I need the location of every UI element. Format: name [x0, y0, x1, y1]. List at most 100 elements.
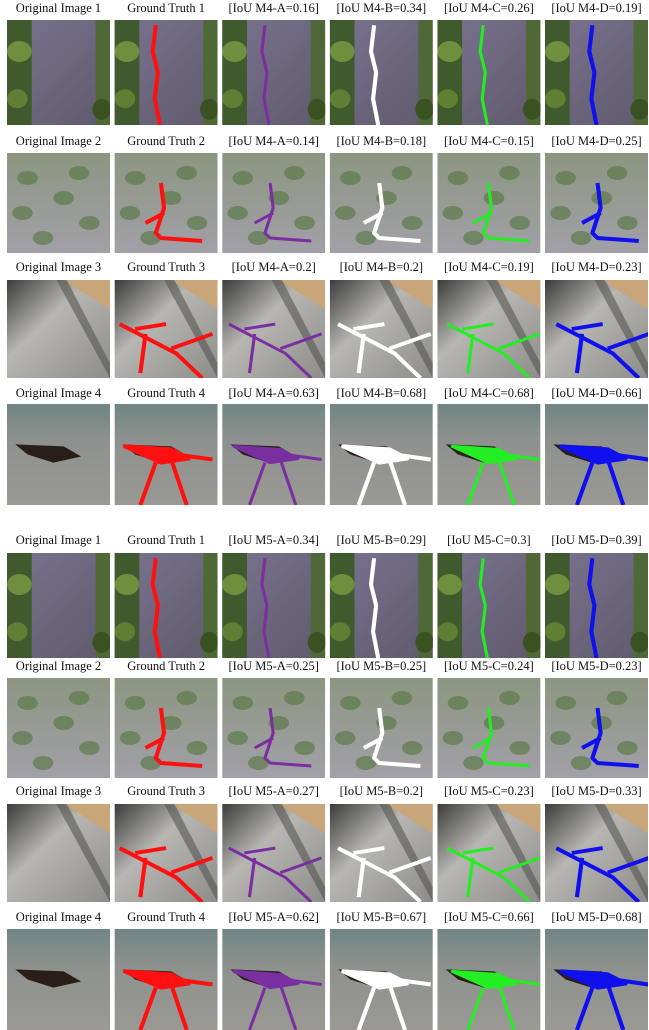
caption: Original Image 4: [16, 386, 102, 400]
grass: [571, 756, 592, 770]
grass: [510, 741, 531, 755]
image-panel: [222, 678, 325, 778]
grass: [284, 691, 305, 705]
foliage: [7, 41, 32, 62]
grass: [555, 696, 576, 710]
grass: [125, 696, 146, 710]
foliage: [222, 553, 247, 658]
grass: [340, 696, 361, 710]
foliage: [437, 41, 462, 62]
foliage: [437, 622, 458, 641]
image-panel: [115, 804, 218, 902]
caption: Ground Truth 2: [127, 659, 205, 673]
grass: [392, 166, 413, 180]
caption: [IoU M5-D=0.68]: [551, 910, 641, 924]
image-panel: [545, 929, 649, 1030]
foliage: [330, 574, 355, 595]
image-panel: [545, 553, 649, 658]
caption: [IoU M4-A=0.2]: [232, 260, 316, 274]
caption: [IoU M5-A=0.25]: [229, 659, 319, 673]
grass: [550, 206, 571, 220]
image-panel: [437, 678, 540, 778]
foliage: [437, 553, 462, 658]
caption: [IoU M5-A=0.62]: [229, 910, 319, 924]
caption: [IoU M4-C=0.19]: [444, 260, 534, 274]
foliage: [437, 20, 462, 125]
foliage: [222, 20, 247, 125]
grass: [617, 741, 638, 755]
foliage: [115, 89, 136, 108]
grass: [17, 696, 38, 710]
foliage: [523, 99, 542, 120]
image-panel: [115, 280, 218, 378]
foliage: [330, 89, 351, 108]
caption: Original Image 1: [16, 1, 101, 15]
caption: [IoU M4-A=0.14]: [229, 134, 319, 148]
image-panel: [115, 553, 219, 658]
image-panel: [115, 404, 218, 505]
caption: Original Image 2: [16, 659, 101, 673]
grass: [294, 216, 315, 230]
image-panel: [7, 404, 110, 505]
image-panel: [7, 678, 110, 778]
foliage: [545, 622, 566, 641]
caption: [IoU M4-B=0.68]: [336, 386, 426, 400]
foliage: [523, 632, 542, 653]
caption: [IoU M5-B=0.67]: [336, 910, 426, 924]
image-panel: [7, 804, 110, 902]
grass: [550, 731, 571, 745]
caption: Ground Truth 1: [127, 533, 205, 547]
grass: [120, 731, 141, 745]
foliage: [415, 99, 434, 120]
grass: [79, 216, 100, 230]
foliage: [7, 553, 32, 658]
foliage: [330, 622, 351, 641]
image-panel: [7, 553, 111, 658]
foliage: [308, 632, 327, 653]
image-panel: [330, 280, 433, 378]
foliage: [115, 20, 140, 125]
grass: [402, 216, 423, 230]
image-panel: [222, 153, 325, 253]
caption: [IoU M5-D=0.39]: [551, 533, 641, 547]
caption: [IoU M4-C=0.26]: [444, 1, 534, 15]
caption: Original Image 3: [16, 260, 101, 274]
foliage: [545, 89, 566, 108]
grass: [484, 716, 505, 730]
image-panel: [437, 20, 541, 125]
foliage: [330, 20, 355, 125]
caption: Original Image 1: [16, 533, 101, 547]
caption: Original Image 2: [16, 134, 101, 148]
image-panel: [330, 404, 433, 505]
caption: [IoU M5-C=0.3]: [447, 533, 530, 547]
caption: Original Image 3: [16, 784, 101, 798]
image-panel: [330, 153, 433, 253]
caption: [IoU M4-C=0.68]: [444, 386, 534, 400]
caption: [IoU M5-D=0.23]: [551, 659, 641, 673]
grass: [33, 756, 54, 770]
foliage: [630, 632, 649, 653]
caption: [IoU M4-D=0.66]: [551, 386, 641, 400]
grass: [340, 171, 361, 185]
image-panel: [115, 678, 218, 778]
image-panel: [545, 804, 649, 902]
image-panel: [222, 20, 326, 125]
grass: [448, 171, 469, 185]
image-panel: [7, 280, 110, 378]
grass: [510, 216, 531, 230]
caption: [IoU M5-B=0.2]: [340, 784, 423, 798]
image-panel: [115, 929, 218, 1030]
foliage: [7, 20, 32, 125]
grass: [53, 191, 74, 205]
figure: Original Image 1 Ground Truth 1 [IoU M4-A=…: [0, 0, 649, 1030]
foliage: [7, 89, 28, 108]
grass: [463, 231, 484, 245]
caption: [IoU M4-D=0.23]: [551, 260, 641, 274]
image-panel: [222, 404, 325, 505]
caption: Ground Truth 4: [127, 386, 206, 400]
grass: [463, 756, 484, 770]
foliage: [545, 553, 570, 658]
grass: [284, 166, 305, 180]
image-panel: [437, 404, 540, 505]
foliage: [415, 632, 434, 653]
